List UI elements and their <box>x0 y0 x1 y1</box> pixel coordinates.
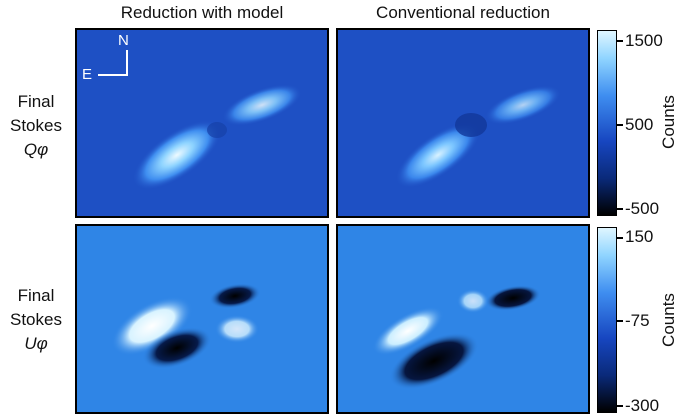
row-label-u-line2: Stokes <box>10 310 62 329</box>
panel-q-conventional <box>336 28 590 218</box>
colorbar-u-tick-bottom: -300 <box>625 396 660 415</box>
colorbar-q-tickmark-bottom <box>617 208 623 210</box>
compass: N E <box>80 30 130 90</box>
colorbar-u-tickmark-top <box>617 237 623 239</box>
row-label-q-symbol: Qφ <box>23 140 49 159</box>
colorbar-u-tick-mid: -75 <box>625 311 650 330</box>
colorbar-u-tick-top: 150 <box>625 227 654 246</box>
row-label-u: Final Stokes Uφ <box>0 284 72 356</box>
row-label-q-line2: Stokes <box>10 116 62 135</box>
colorbar-q <box>597 30 617 216</box>
column-title-with-model: Reduction with model <box>120 3 284 22</box>
colorbar-q-label: Counts <box>659 95 678 149</box>
panel-q-with-model <box>75 28 329 218</box>
column-title-conventional: Conventional reduction <box>376 3 550 22</box>
colorbar-q-tickmark-mid <box>617 124 623 126</box>
panel-u-conventional <box>336 224 590 414</box>
compass-arrow-east <box>98 74 128 76</box>
row-label-u-line1: Final <box>17 286 55 305</box>
colorbar-q-tickmark-top <box>617 40 623 42</box>
colorbar-u-label: Counts <box>659 293 678 347</box>
row-label-u-symbol: Uφ <box>24 334 48 353</box>
row-label-q: Final Stokes Qφ <box>0 90 72 162</box>
colorbar-q-tick-top: 1500 <box>625 31 663 50</box>
colorbar-q-tick-bottom: -500 <box>625 199 660 218</box>
compass-north-label: N <box>118 32 129 49</box>
row-label-q-line1: Final <box>17 92 55 111</box>
panel-u-with-model <box>75 224 329 414</box>
compass-arrow-north <box>126 50 128 76</box>
colorbar-u <box>597 227 617 413</box>
colorbar-u-tickmark-mid <box>617 320 623 322</box>
colorbar-u-tickmark-bottom <box>617 405 623 407</box>
colorbar-q-tick-mid: 500 <box>625 115 654 134</box>
compass-east-label: E <box>82 66 93 83</box>
